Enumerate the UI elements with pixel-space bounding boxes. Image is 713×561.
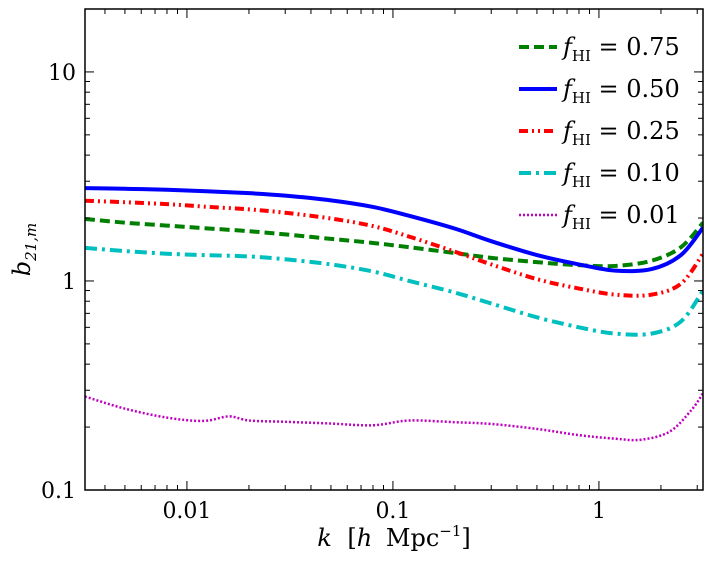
legend-item-f025: fHI = 0.25	[519, 117, 680, 149]
plot-lines	[85, 186, 703, 442]
series-line-f010	[85, 245, 703, 337]
plot-frame	[84, 8, 704, 491]
y-tick-label: 0.1	[41, 479, 76, 504]
series-line-f075	[85, 216, 703, 269]
series-line-f001	[85, 392, 703, 442]
tick-labels: 0.01 0.1 1 0.1 1 10	[41, 61, 606, 524]
y-tick-label: 1	[62, 270, 76, 295]
legend-item-f001: fHI = 0.01	[519, 201, 680, 233]
x-tick-label: 0.01	[162, 499, 211, 524]
x-tick-label: 0.1	[375, 499, 410, 524]
legend-label: fHI = 0.75	[561, 33, 680, 65]
x-axis-label: k [h Mpc−1]	[317, 522, 471, 552]
legend-item-f075: fHI = 0.75	[519, 33, 680, 65]
series-line-f025	[85, 198, 703, 298]
legend-label: fHI = 0.50	[561, 75, 680, 107]
y-tick-label: 10	[48, 61, 76, 86]
legend-label: fHI = 0.25	[561, 117, 680, 149]
series-line-f050	[85, 186, 703, 274]
legend-item-f050: fHI = 0.50	[519, 75, 680, 107]
x-tick-label: 1	[592, 499, 606, 524]
legend: fHI = 0.75 fHI = 0.50 fHI = 0.25 fHI = 0.10…	[519, 33, 680, 233]
y-axis-label: b21,m	[8, 223, 40, 276]
ticks	[85, 8, 703, 491]
legend-item-f010: fHI = 0.10	[519, 159, 680, 191]
legend-label: fHI = 0.10	[561, 159, 680, 191]
legend-label: fHI = 0.01	[561, 201, 680, 233]
